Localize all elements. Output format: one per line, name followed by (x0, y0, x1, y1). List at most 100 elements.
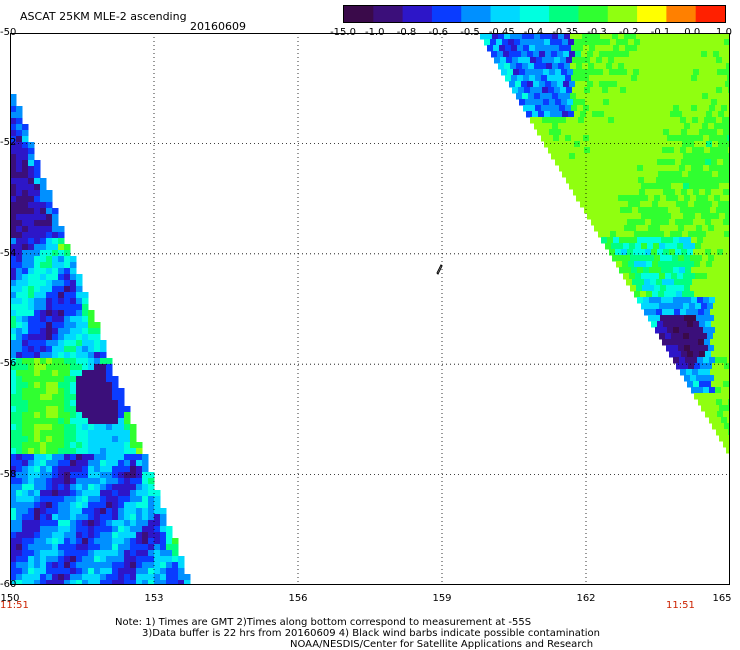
swath-pixel (106, 550, 113, 557)
swath-pixel (142, 568, 149, 575)
swath-pixel (94, 562, 101, 569)
swath-pixel (82, 424, 89, 431)
swath-pixel (64, 316, 71, 323)
swath-pixel (642, 33, 649, 40)
swath-pixel (624, 123, 631, 130)
swath-pixel (46, 448, 53, 455)
swath-pixel (486, 33, 493, 40)
swath-pixel (46, 508, 53, 515)
swath-pixel (10, 214, 17, 221)
swath-pixel (541, 45, 548, 52)
swath-pixel (130, 436, 137, 443)
swath-pixel (64, 358, 71, 365)
swath-pixel (88, 430, 95, 437)
swath-pixel (583, 165, 590, 172)
swath-pixel (563, 153, 570, 160)
swath-pixel (34, 220, 41, 227)
swath-pixel (34, 574, 41, 581)
swath-pixel (118, 478, 125, 485)
swath-pixel (28, 244, 35, 251)
swath-pixel (585, 69, 592, 76)
swath-pixel (651, 69, 658, 76)
swath-pixel (76, 370, 83, 377)
swath-pixel (124, 574, 131, 581)
swath-pixel (112, 526, 119, 533)
swath-pixel (602, 147, 609, 154)
swath-pixel (712, 291, 719, 298)
swath-pixel (58, 256, 65, 263)
swath-pixel (559, 45, 566, 52)
swath-pixel (632, 279, 639, 286)
swath-pixel (160, 544, 167, 551)
swath-pixel (52, 442, 59, 449)
swath-pixel (719, 273, 726, 280)
swath-pixel (724, 171, 730, 178)
swath-pixel (543, 99, 550, 106)
swath-pixel (10, 412, 17, 419)
swath-pixel (725, 333, 730, 340)
swath-pixel (40, 490, 47, 497)
swath-pixel (70, 574, 77, 581)
swath-pixel (16, 568, 23, 575)
swath-pixel (34, 262, 41, 269)
swath-pixel (130, 472, 137, 479)
swath-pixel (10, 154, 17, 161)
swath-pixel (64, 382, 71, 389)
swath-pixel (558, 33, 565, 40)
swath-pixel (88, 502, 95, 509)
swath-pixel (664, 141, 671, 148)
swath-pixel (154, 562, 161, 569)
swath-pixel (646, 171, 653, 178)
swath-pixel (88, 388, 95, 395)
swath-pixel (118, 574, 125, 581)
swath-pixel (64, 430, 71, 437)
swath-pixel (632, 117, 639, 124)
swath-pixel (82, 436, 89, 443)
swath-pixel (16, 556, 23, 563)
swath-pixel (22, 550, 29, 557)
swath-pixel (160, 580, 167, 585)
swath-pixel (58, 520, 65, 527)
swath-pixel (691, 165, 698, 172)
swath-pixel (684, 285, 691, 292)
swath-pixel (34, 400, 41, 407)
swath-pixel (16, 532, 23, 539)
swath-pixel (130, 574, 137, 581)
swath-pixel (58, 466, 65, 473)
swath-pixel (28, 352, 35, 359)
swath-pixel (64, 502, 71, 509)
swath-pixel (94, 400, 101, 407)
swath-pixel (584, 177, 591, 184)
swath-pixel (592, 39, 599, 46)
swath-pixel (34, 340, 41, 347)
swath-pixel (721, 135, 728, 142)
swath-pixel (670, 261, 677, 268)
swath-pixel (64, 436, 71, 443)
swath-pixel (22, 238, 29, 245)
swath-pixel (719, 153, 726, 160)
swath-pixel (10, 556, 17, 563)
swath-pixel (631, 165, 638, 172)
colorbar-tick-label: -0.8 (396, 27, 417, 38)
swath-pixel (520, 39, 527, 46)
swath-pixel (716, 177, 723, 184)
swath-pixel (674, 177, 681, 184)
swath-pixel (70, 436, 77, 443)
swath-pixel (82, 388, 89, 395)
swath-pixel (593, 183, 600, 190)
swath-pixel (124, 508, 131, 515)
swath-pixel (710, 57, 717, 64)
swath-pixel (94, 322, 101, 329)
swath-pixel (34, 472, 41, 479)
swath-pixel (88, 448, 95, 455)
swath-pixel (647, 243, 654, 250)
swath-pixel (579, 69, 586, 76)
swath-pixel (696, 345, 703, 352)
swath-pixel (625, 45, 632, 52)
swath-pixel (22, 166, 29, 173)
swath-pixel (94, 490, 101, 497)
swath-pixel (94, 436, 101, 443)
swath-pixel (88, 520, 95, 527)
swath-pixel (648, 315, 655, 322)
swath-pixel (567, 129, 574, 136)
